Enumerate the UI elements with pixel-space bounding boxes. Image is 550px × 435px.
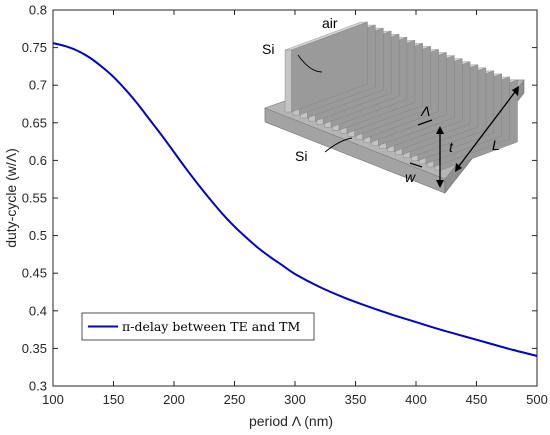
label-air: air	[322, 15, 338, 31]
x-tick-label: 300	[284, 392, 306, 407]
x-axis-label: period Λ (nm)	[249, 413, 333, 429]
width-arrow	[409, 162, 423, 168]
x-tick-label: 450	[466, 392, 488, 407]
x-tick-label: 150	[103, 392, 125, 407]
y-tick-label: 0.65	[22, 115, 47, 130]
si-bottom-leader	[324, 137, 353, 153]
period-arrow	[417, 119, 433, 126]
inset-annotations: air Si Si Λt Lw	[262, 15, 519, 188]
x-tick-label: 350	[345, 392, 367, 407]
y-tick-label: 0.8	[29, 3, 47, 18]
label-height: t	[449, 139, 454, 155]
legend-box	[81, 312, 315, 341]
grating-ridges	[284, 21, 518, 171]
series-layer	[52, 42, 538, 357]
grating-inset-illustration: air Si Si Λt Lw	[262, 15, 525, 194]
legend: π-delay between TE and TM	[81, 312, 315, 341]
label-si-substrate: Si	[295, 148, 307, 164]
axis-ticks: 100 150 200 250 300 350 400 450 500 0.3 0.35 0.4 0.4…	[22, 3, 548, 408]
y-tick-label: 0.45	[22, 266, 47, 281]
y-tick-label: 0.55	[22, 191, 47, 206]
y-tick-label: 0.5	[29, 228, 47, 243]
y-tick-label: 0.75	[22, 40, 47, 55]
si-top-leader	[297, 54, 323, 73]
label-si-grating: Si	[262, 41, 274, 57]
x-tick-label: 250	[224, 392, 246, 407]
series-line	[52, 42, 538, 357]
x-tick-label: 400	[405, 392, 427, 407]
y-tick-label: 0.6	[29, 153, 47, 168]
legend-label: π-delay between TE and TM	[122, 319, 301, 334]
y-tick-label: 0.3	[29, 379, 47, 394]
label-width: w	[405, 169, 416, 185]
x-tick-label: 100	[42, 392, 64, 407]
y-tick-label: 0.7	[29, 78, 47, 93]
y-tick-label: 0.35	[22, 341, 47, 356]
y-axis-label: duty-cycle (w/Λ)	[3, 148, 19, 248]
length-arrow	[455, 87, 519, 171]
y-tick-label: 0.4	[29, 303, 47, 318]
x-tick-label: 500	[526, 392, 548, 407]
label-period: Λ	[420, 103, 430, 119]
x-tick-label: 200	[163, 392, 185, 407]
label-length: L	[492, 137, 500, 153]
